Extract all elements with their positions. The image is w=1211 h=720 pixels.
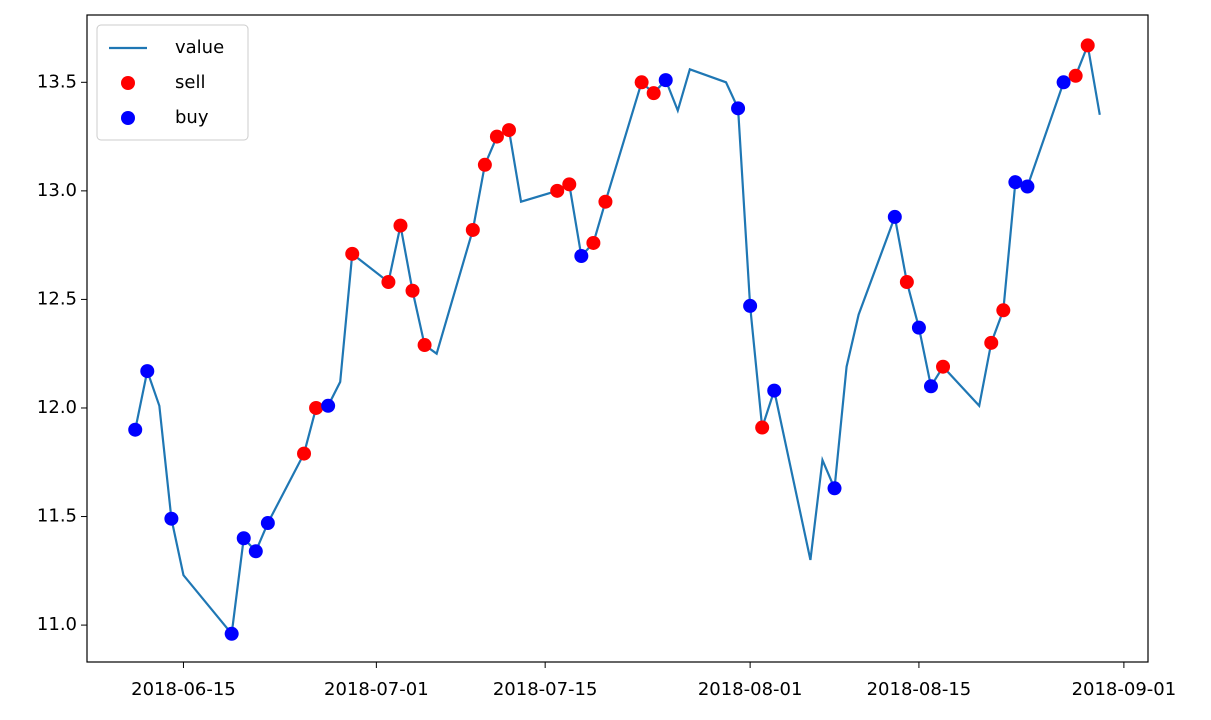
legend-marker <box>121 111 135 125</box>
sell-point <box>405 283 420 298</box>
legend-label: sell <box>175 72 205 93</box>
legend-label: buy <box>175 107 209 128</box>
sell-point <box>381 275 396 290</box>
y-tick-label: 12.5 <box>37 288 77 309</box>
sell-point <box>899 275 914 290</box>
value-line <box>134 41 1101 637</box>
legend-label: value <box>175 37 224 58</box>
x-tick-label: 2018-06-15 <box>131 679 236 700</box>
y-tick-label: 12.0 <box>37 397 77 418</box>
buy-point <box>236 531 251 546</box>
sell-point <box>984 335 999 350</box>
sell-point <box>586 235 601 250</box>
buy-point <box>574 248 589 263</box>
legend-box <box>96 24 249 141</box>
buy-point <box>911 320 926 335</box>
sell-point <box>550 183 565 198</box>
buy-point <box>923 379 938 394</box>
sell-point <box>634 75 649 90</box>
x-tick-label: 2018-09-01 <box>1072 679 1177 700</box>
sell-point <box>562 177 577 192</box>
sell-point <box>1080 38 1095 53</box>
buy-point <box>248 544 263 559</box>
buy-point <box>128 422 143 437</box>
sell-point <box>755 420 770 435</box>
sell-point <box>936 359 951 374</box>
sell-point <box>417 338 432 353</box>
sell-point <box>501 123 516 138</box>
x-tick-label: 2018-07-15 <box>493 679 598 700</box>
buy-point <box>224 626 239 641</box>
sell-point <box>309 400 324 415</box>
sell-point <box>489 129 504 144</box>
buy-point <box>731 101 746 116</box>
buy-point <box>827 481 842 496</box>
buy-point <box>887 209 902 224</box>
buy-point <box>767 383 782 398</box>
sell-point <box>465 222 480 237</box>
sell-point <box>345 246 360 261</box>
sell-point <box>598 194 613 209</box>
buy-point <box>164 511 179 526</box>
buy-point <box>260 516 275 531</box>
sell-point <box>1068 68 1083 83</box>
y-tick-label: 13.5 <box>37 71 77 92</box>
buy-point <box>1008 175 1023 190</box>
sell-point <box>477 157 492 172</box>
sell-point <box>393 218 408 233</box>
sell-point <box>646 86 661 101</box>
y-tick-label: 11.5 <box>37 506 77 527</box>
buy-point <box>743 298 758 313</box>
x-tick-label: 2018-08-01 <box>698 679 803 700</box>
sell-point <box>996 303 1011 318</box>
buy-point <box>1056 75 1071 90</box>
sell-point <box>297 446 312 461</box>
plot-frame <box>86 14 1149 663</box>
buy-point <box>321 398 336 413</box>
buy-point <box>1020 179 1035 194</box>
legend-marker <box>121 76 135 90</box>
y-tick-label: 13.0 <box>37 180 77 201</box>
y-tick-label: 11.0 <box>37 614 77 635</box>
x-tick-label: 2018-07-01 <box>324 679 429 700</box>
buy-point <box>140 364 155 379</box>
buy-point <box>658 73 673 88</box>
x-tick-label: 2018-08-15 <box>867 679 972 700</box>
